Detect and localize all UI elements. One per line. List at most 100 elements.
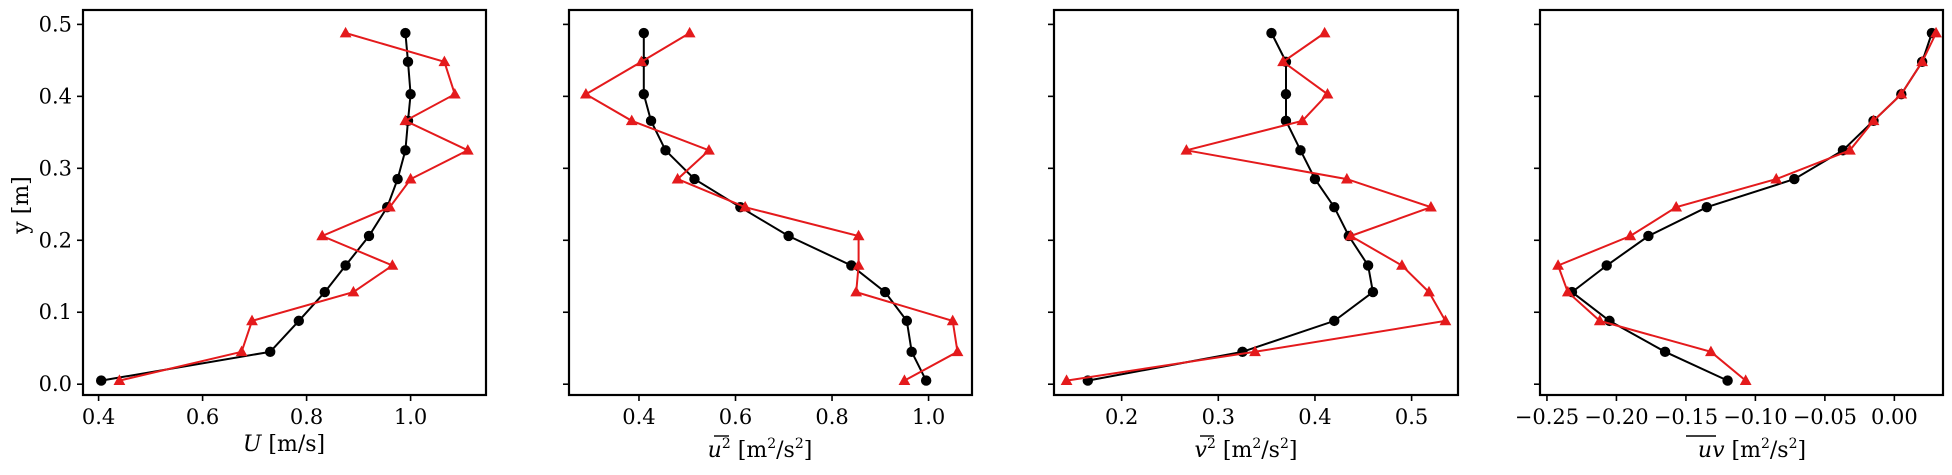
data-point-triangle	[635, 55, 648, 67]
x-tick-label: −0.25	[1515, 405, 1579, 429]
data-point-triangle	[316, 229, 329, 241]
data-point-circle	[1643, 230, 1654, 242]
data-point-circle	[402, 56, 414, 68]
x-tick-label: 0.3	[1202, 405, 1235, 429]
y-tick-label: 0.2	[39, 228, 72, 252]
series-line-black	[101, 32, 412, 382]
series-line-red	[1556, 32, 1938, 382]
data-point-circle	[1367, 286, 1379, 298]
data-point-triangle	[1423, 285, 1435, 297]
y-tick-label: 0.1	[39, 300, 72, 324]
data-point-triangle	[438, 55, 451, 67]
x-tick-label: −0.20	[1584, 405, 1648, 429]
tick-group: 0.2 0.3 0.4 0.5	[1048, 23, 1428, 429]
data-point-circle	[906, 346, 917, 358]
x-tick-label: 1.0	[394, 405, 427, 429]
series-line-red	[119, 32, 471, 382]
data-point-triangle	[461, 144, 474, 155]
series-group	[1060, 26, 1452, 386]
tick-group: 0.4 0.6 0.8 1.0	[563, 23, 945, 429]
x-axis-label: v2 [m2/s2]	[1195, 435, 1297, 463]
data-point-circle	[645, 115, 657, 127]
data-point-triangle	[1895, 87, 1908, 99]
data-point-triangle	[1552, 259, 1564, 270]
data-point-circle	[405, 88, 416, 100]
data-point-circle	[293, 315, 304, 327]
data-point-triangle	[399, 114, 412, 126]
data-point-circle	[660, 145, 671, 156]
plot-frame	[567, 8, 974, 397]
data-point-triangle	[852, 259, 865, 270]
data-point-triangle	[1916, 55, 1929, 67]
data-point-triangle	[1705, 345, 1717, 357]
data-point-triangle	[1739, 374, 1752, 385]
tick-group: 0.4 0.6 0.8 1.0 0.0 0.1 0.2 0.3 0.4 0.5	[39, 12, 428, 429]
data-point-circle	[879, 286, 891, 298]
data-point-circle	[901, 315, 913, 327]
x-tick-label: 0.2	[1105, 405, 1138, 429]
data-point-triangle	[852, 229, 865, 241]
data-point-circle	[689, 173, 700, 185]
data-point-circle	[1601, 260, 1612, 271]
data-point-triangle	[386, 259, 399, 270]
x-tick-label: 0.8	[290, 405, 323, 429]
x-tick-label: 0.00	[1871, 405, 1918, 429]
series-line-red	[583, 32, 959, 382]
data-point-triangle	[404, 172, 417, 184]
data-point-triangle	[235, 345, 248, 357]
data-point-circle	[400, 145, 411, 156]
data-point-circle	[638, 88, 650, 100]
x-tick-label: 1.0	[912, 405, 945, 429]
data-point-triangle	[1340, 172, 1353, 184]
x-tick-label: 0.8	[815, 405, 848, 429]
x-axis-label: u2 [m2/s2]	[708, 435, 812, 463]
data-point-circle	[400, 27, 411, 39]
data-point-triangle	[1624, 229, 1637, 241]
data-point-circle	[1329, 315, 1340, 327]
y-axis-label: y [m]	[9, 176, 34, 234]
data-point-triangle	[1867, 114, 1880, 126]
data-point-triangle	[1439, 314, 1452, 326]
series-group	[580, 26, 964, 386]
data-point-triangle	[951, 345, 964, 357]
y-tick-label: 0.5	[39, 12, 72, 36]
x-axis-label: U [m/s]	[243, 432, 325, 457]
plot-frame	[81, 8, 488, 397]
x-tick-label: −0.05	[1793, 405, 1857, 429]
data-point-triangle	[246, 314, 258, 326]
data-point-triangle	[347, 285, 360, 297]
data-point-triangle	[625, 114, 638, 126]
data-point-triangle	[671, 172, 684, 184]
series-line-black	[642, 33, 927, 382]
data-point-triangle	[1844, 144, 1856, 155]
data-point-triangle	[703, 144, 715, 155]
data-point-triangle	[580, 87, 592, 99]
data-point-triangle	[1344, 229, 1357, 241]
panel-uv-covariance: −0.25 −0.20 −0.15 −0.10 −0.05 0.00 uv [m2/s2]	[1515, 8, 1945, 463]
data-point-triangle	[850, 285, 863, 297]
data-point-circle	[1309, 173, 1321, 185]
y-tick-label: 0.0	[39, 372, 72, 396]
data-point-circle	[1266, 27, 1277, 39]
data-point-circle	[1659, 346, 1671, 358]
data-point-circle	[265, 346, 276, 358]
y-tick-label: 0.4	[39, 84, 72, 108]
data-point-triangle	[683, 26, 696, 38]
data-point-circle	[363, 230, 375, 242]
panel-u-variance: 0.4 0.6 0.8 1.0 u2 [m2/s2]	[563, 8, 974, 463]
plot-frame	[1538, 8, 1945, 397]
series-group	[96, 26, 474, 386]
data-point-circle	[783, 230, 794, 242]
data-point-circle	[340, 260, 351, 271]
data-point-circle	[1701, 201, 1712, 213]
data-point-triangle	[739, 200, 752, 212]
x-tick-label: −0.10	[1723, 405, 1787, 429]
data-point-triangle	[946, 314, 959, 326]
data-point-circle	[1237, 346, 1248, 358]
data-point-circle	[96, 375, 107, 386]
data-point-triangle	[448, 87, 461, 99]
x-tick-label: −0.15	[1654, 405, 1718, 429]
data-point-triangle	[1321, 87, 1334, 99]
data-point-circle	[920, 375, 932, 386]
data-point-triangle	[1277, 55, 1289, 67]
